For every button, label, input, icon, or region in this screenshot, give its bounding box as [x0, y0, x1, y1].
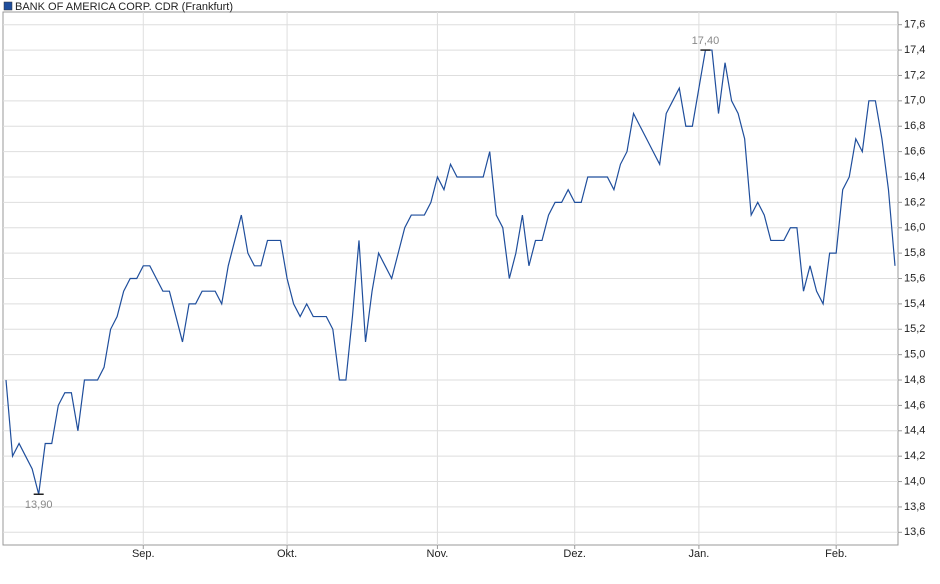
y-tick-label: 16,2 — [904, 196, 925, 208]
y-tick-label: 16,0 — [904, 222, 925, 234]
legend-swatch — [3, 1, 13, 11]
legend-label: BANK OF AMERICA CORP. CDR (Frankfurt) — [15, 1, 233, 13]
price-line — [5, 49, 896, 495]
x-tick-label: Feb. — [825, 548, 847, 560]
y-tick-label: 14,2 — [904, 450, 925, 462]
x-tick-label: Nov. — [427, 548, 449, 560]
y-tick-label: 13,8 — [904, 501, 925, 513]
y-tick-label: 15,6 — [904, 272, 925, 284]
value-label: 13,90 — [25, 499, 53, 511]
x-tick-label: Jan. — [688, 548, 709, 560]
y-tick-label: 16,8 — [904, 120, 925, 132]
y-tick-label: 14,0 — [904, 475, 925, 487]
y-tick-label: 13,6 — [904, 526, 925, 538]
value-label: 17,40 — [692, 35, 720, 47]
x-tick-label: Dez. — [563, 548, 586, 560]
y-tick-label: 15,4 — [904, 298, 925, 310]
y-tick-label: 16,4 — [904, 171, 925, 183]
y-tick-label: 14,4 — [904, 425, 925, 437]
y-tick-label: 15,8 — [904, 247, 925, 259]
x-tick-label: Okt. — [277, 548, 297, 560]
y-tick-label: 14,8 — [904, 374, 925, 386]
y-tick-label: 17,6 — [904, 19, 925, 31]
x-tick-label: Sep. — [132, 548, 155, 560]
y-tick-label: 15,0 — [904, 349, 925, 361]
y-tick-label: 17,4 — [904, 44, 925, 56]
y-tick-label: 14,6 — [904, 399, 925, 411]
y-tick-label: 16,6 — [904, 146, 925, 158]
y-tick-label: 17,2 — [904, 69, 925, 81]
y-tick-label: 17,0 — [904, 95, 925, 107]
y-tick-label: 15,2 — [904, 323, 925, 335]
